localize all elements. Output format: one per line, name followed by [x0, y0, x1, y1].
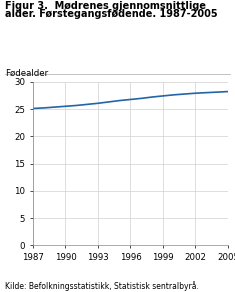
Text: Kilde: Befolkningsstatistikk, Statistisk sentralbyrå.: Kilde: Befolkningsstatistikk, Statistisk… — [5, 281, 199, 291]
Text: alder. Førstegangsfødende. 1987-2005: alder. Førstegangsfødende. 1987-2005 — [5, 9, 217, 19]
Text: Figur 3.  Mødrenes gjennomsnittlige: Figur 3. Mødrenes gjennomsnittlige — [5, 1, 206, 11]
Text: Fødealder: Fødealder — [5, 68, 48, 77]
